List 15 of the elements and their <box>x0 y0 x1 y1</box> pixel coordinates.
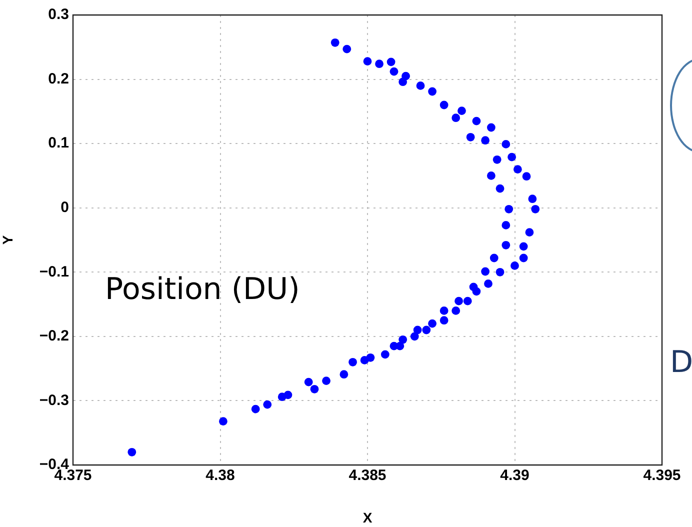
annotation: Position (DU) <box>105 272 300 307</box>
y-tick-label: −0.3 <box>39 392 69 409</box>
x-tick-label: 4.395 <box>643 467 681 484</box>
y-tick-label: 0 <box>60 199 69 216</box>
y-tick-label: 0.2 <box>48 70 69 88</box>
y-tick-label: 0.3 <box>48 6 69 24</box>
x-axis-title: X <box>362 509 373 526</box>
y-tick-label: 0.1 <box>48 134 69 152</box>
x-tick-label: 4.385 <box>348 467 386 484</box>
y-axis-title: Y <box>0 234 16 245</box>
y-tick-label: −0.1 <box>39 263 69 280</box>
x-tick-label: 4.38 <box>206 467 235 484</box>
x-tick-label: 4.39 <box>500 467 530 484</box>
text: D <box>670 345 692 380</box>
y-tick-label: −0.2 <box>39 328 69 345</box>
